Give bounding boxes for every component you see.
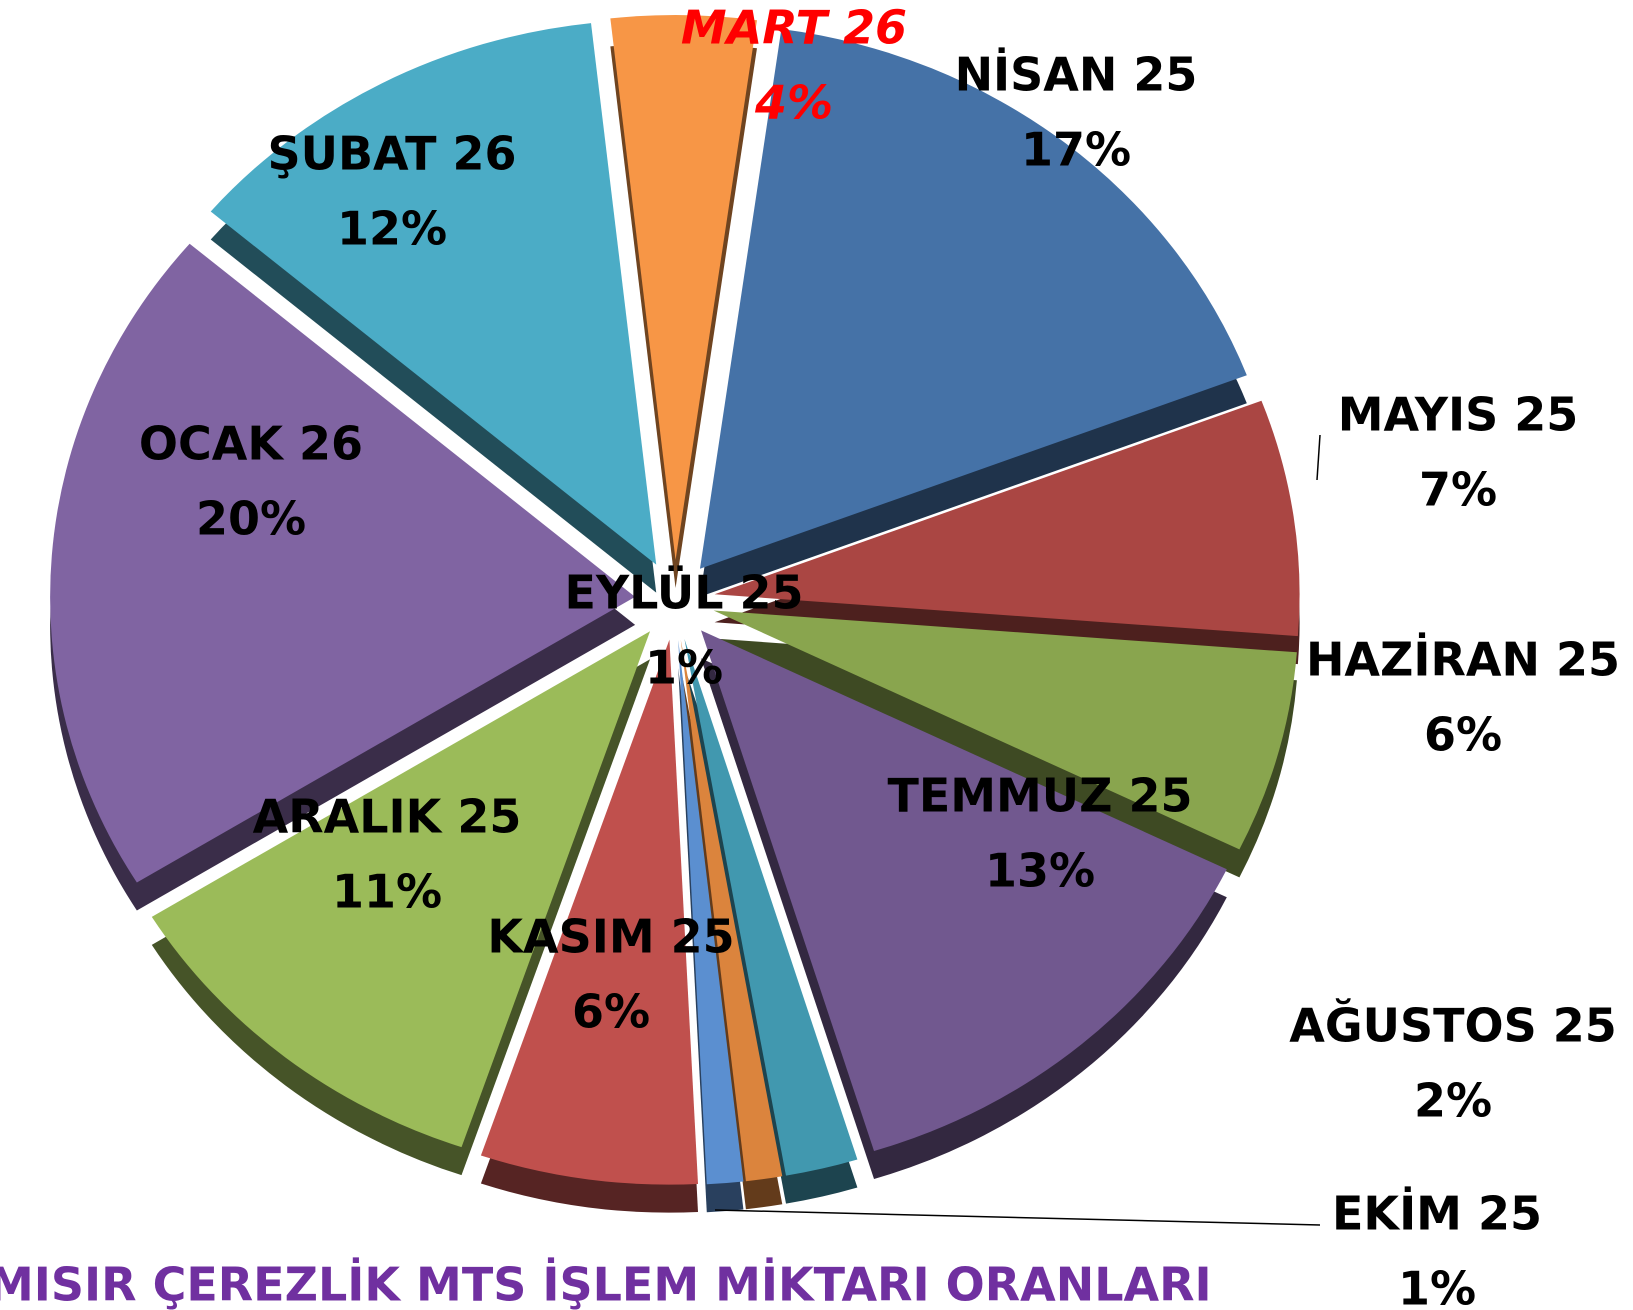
slice <box>480 639 699 1185</box>
value-label: 7% <box>1419 463 1497 517</box>
slice-label: EKİM 25 <box>1332 1187 1542 1241</box>
slice-label: KASIM 25 <box>487 910 734 964</box>
slice-label: ŞUBAT 26 <box>268 127 517 181</box>
leader-line <box>714 1209 1321 1226</box>
slice-label: TEMMUZ 25 <box>887 769 1192 823</box>
value-label: 17% <box>1021 123 1131 177</box>
slice <box>684 638 858 1176</box>
value-label: 11% <box>332 865 442 919</box>
slice <box>610 15 757 561</box>
slice-label: MAYIS 25 <box>1338 388 1579 442</box>
value-label: 1% <box>1398 1262 1476 1310</box>
chart-title: MISIR ÇEREZLİK MTS İŞLEM MİKTARI ORANLAR… <box>0 1258 1212 1310</box>
slice <box>713 610 1297 850</box>
slice-label: AĞUSTOS 25 <box>1289 999 1616 1053</box>
slice <box>151 631 651 1148</box>
slice <box>210 23 657 565</box>
value-label: 20% <box>196 492 306 546</box>
slice <box>50 243 636 883</box>
value-label: 6% <box>1424 708 1502 762</box>
slice-label: OCAK 26 <box>139 417 363 471</box>
value-label: 13% <box>985 844 1095 898</box>
value-label: 6% <box>572 985 650 1039</box>
value-label: 12% <box>337 202 447 256</box>
slice-label: NİSAN 25 <box>955 48 1198 102</box>
slice <box>678 639 744 1185</box>
slice <box>699 29 1247 569</box>
slice <box>714 400 1300 637</box>
slice-label: ARALIK 25 <box>253 790 522 844</box>
slice-label: EYLÜL 25 <box>564 566 803 620</box>
slices <box>50 15 1300 1185</box>
slice <box>680 639 783 1182</box>
value-label: 2% <box>1414 1074 1492 1128</box>
value-label: 4% <box>754 76 833 130</box>
labels: NİSAN 25 17% MAYIS 25 7% HAZİRAN 25 6% TEMMUZ … <box>139 1 1620 1310</box>
leader-line <box>1316 434 1321 481</box>
value-label: 1% <box>645 641 723 695</box>
slice <box>701 630 1227 1151</box>
slice-label: HAZİRAN 25 <box>1306 633 1620 687</box>
slice-label: MART 26 <box>681 1 907 55</box>
